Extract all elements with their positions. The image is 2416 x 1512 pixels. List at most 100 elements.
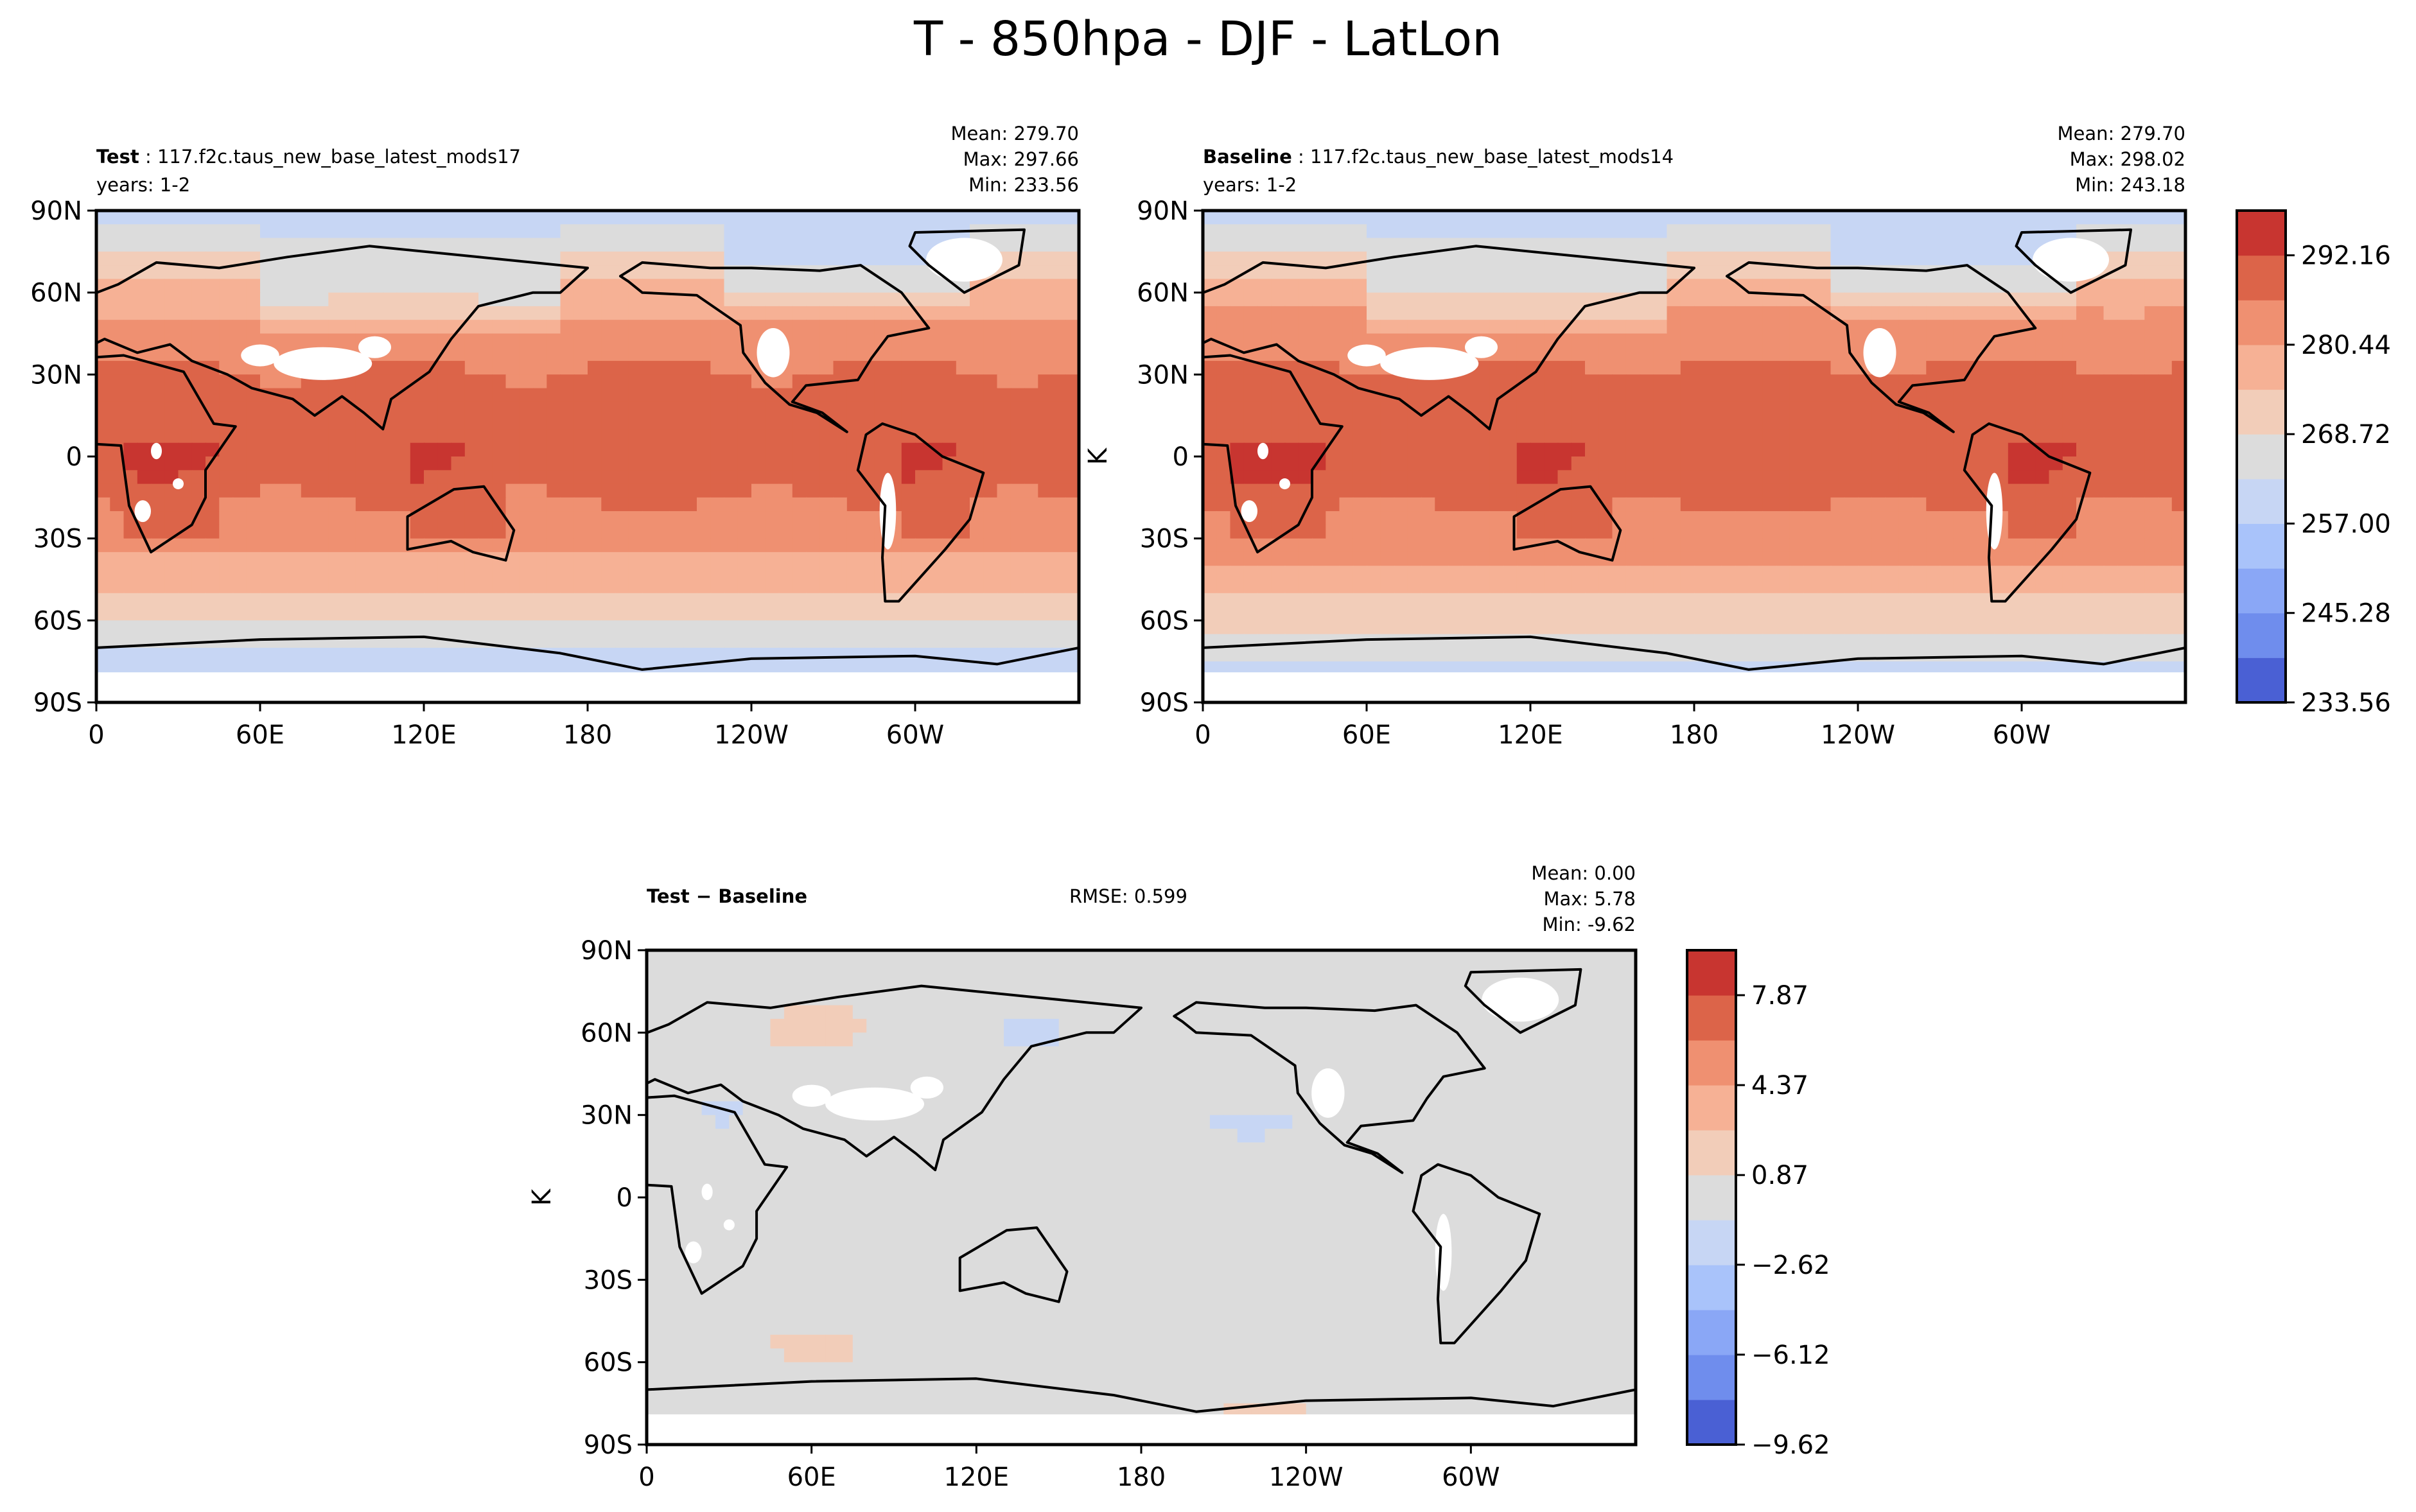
field-cell xyxy=(833,661,848,676)
field-cell xyxy=(492,224,507,239)
field-cell xyxy=(164,429,179,444)
field-cell xyxy=(1476,401,1491,416)
field-cell xyxy=(1065,415,1079,430)
field-cell xyxy=(1817,607,1832,621)
field-cell xyxy=(2022,456,2036,471)
field-cell xyxy=(956,538,970,553)
field-cell xyxy=(410,661,425,676)
field-cell xyxy=(2158,211,2173,225)
field-cell xyxy=(1462,292,1476,307)
field-cell xyxy=(1981,442,1995,457)
field-cell xyxy=(1571,470,1586,485)
field-cell xyxy=(819,525,834,539)
field-cell xyxy=(1789,456,1804,471)
field-cell xyxy=(1557,238,1572,252)
field-cell xyxy=(492,593,507,607)
field-cell xyxy=(1435,483,1449,498)
field-cell xyxy=(1939,320,1954,335)
field-cell xyxy=(274,661,288,676)
field-cell xyxy=(1585,497,1600,512)
field-cell xyxy=(970,525,985,539)
field-cell xyxy=(778,442,793,457)
field-cell xyxy=(246,470,261,485)
field-cell xyxy=(1858,593,1873,607)
field-cell xyxy=(1653,388,1668,403)
field-cell xyxy=(451,224,466,239)
field-cell xyxy=(861,347,875,361)
field-cell xyxy=(806,361,821,376)
field-cell xyxy=(369,511,384,526)
field-cell xyxy=(861,579,875,594)
field-cell xyxy=(383,306,398,320)
field-cell xyxy=(96,401,111,416)
field-cell xyxy=(1858,401,1873,416)
field-cell xyxy=(1871,620,1886,635)
field-cell xyxy=(1653,552,1668,566)
field-cell xyxy=(2035,347,2050,361)
field-cell xyxy=(1503,579,1518,594)
field-cell xyxy=(437,470,452,485)
field-cell xyxy=(1640,538,1654,553)
field-cell xyxy=(1844,292,1859,307)
field-cell xyxy=(1721,470,1736,485)
field-cell xyxy=(383,320,398,335)
field-cell xyxy=(765,511,780,526)
field-cell xyxy=(492,306,507,320)
field-cell xyxy=(1694,429,1709,444)
field-cell xyxy=(424,347,439,361)
field-cell xyxy=(2090,620,2105,635)
field-cell xyxy=(1749,483,1764,498)
field-cell xyxy=(547,525,561,539)
field-cell xyxy=(2144,374,2159,389)
field-cell xyxy=(1024,620,1039,635)
field-cell xyxy=(1544,470,1559,485)
field-cell xyxy=(1803,442,1818,457)
field-cell xyxy=(1885,306,1900,320)
field-cell xyxy=(846,511,861,526)
field-cell xyxy=(1243,251,1258,266)
field-cell xyxy=(1708,224,1722,239)
field-cell xyxy=(287,579,302,594)
field-cell xyxy=(328,333,343,348)
field-cell xyxy=(1352,607,1367,621)
field-cell xyxy=(1503,251,1518,266)
field-cell xyxy=(983,566,998,580)
field-cell xyxy=(547,347,561,361)
field-cell xyxy=(970,647,985,662)
field-cell xyxy=(997,607,1011,621)
field-cell xyxy=(1257,415,1272,430)
field-cell xyxy=(1667,361,1681,376)
field-cell xyxy=(683,374,697,389)
field-cell xyxy=(451,442,466,457)
field-cell xyxy=(970,661,985,676)
field-cell xyxy=(1598,456,1613,471)
field-cell xyxy=(2103,361,2118,376)
field-cell xyxy=(1967,347,1982,361)
field-cell xyxy=(1051,593,1066,607)
field-cell xyxy=(1926,224,1941,239)
field-cell xyxy=(2008,333,2022,348)
field-cell xyxy=(1967,525,1982,539)
field-cell xyxy=(1953,401,1968,416)
field-cell xyxy=(1489,211,1504,225)
field-cell xyxy=(1503,320,1518,335)
field-cell xyxy=(1694,470,1709,485)
field-cell xyxy=(737,634,752,648)
field-cell xyxy=(1380,224,1395,239)
field-cell xyxy=(478,224,493,239)
field-cell xyxy=(1024,251,1039,266)
field-cell xyxy=(778,497,793,512)
field-cell xyxy=(369,238,384,252)
field-cell xyxy=(315,333,329,348)
field-cell xyxy=(1598,361,1613,376)
field-cell xyxy=(573,333,588,348)
field-cell xyxy=(369,306,384,320)
field-cell xyxy=(1708,374,1722,389)
field-cell xyxy=(1776,388,1790,403)
field-cell xyxy=(342,251,356,266)
field-cell xyxy=(1448,224,1463,239)
field-cell xyxy=(328,265,343,280)
field-cell xyxy=(123,429,138,444)
field-cell xyxy=(1817,238,1832,252)
y-tick-label: 90N xyxy=(30,196,82,226)
